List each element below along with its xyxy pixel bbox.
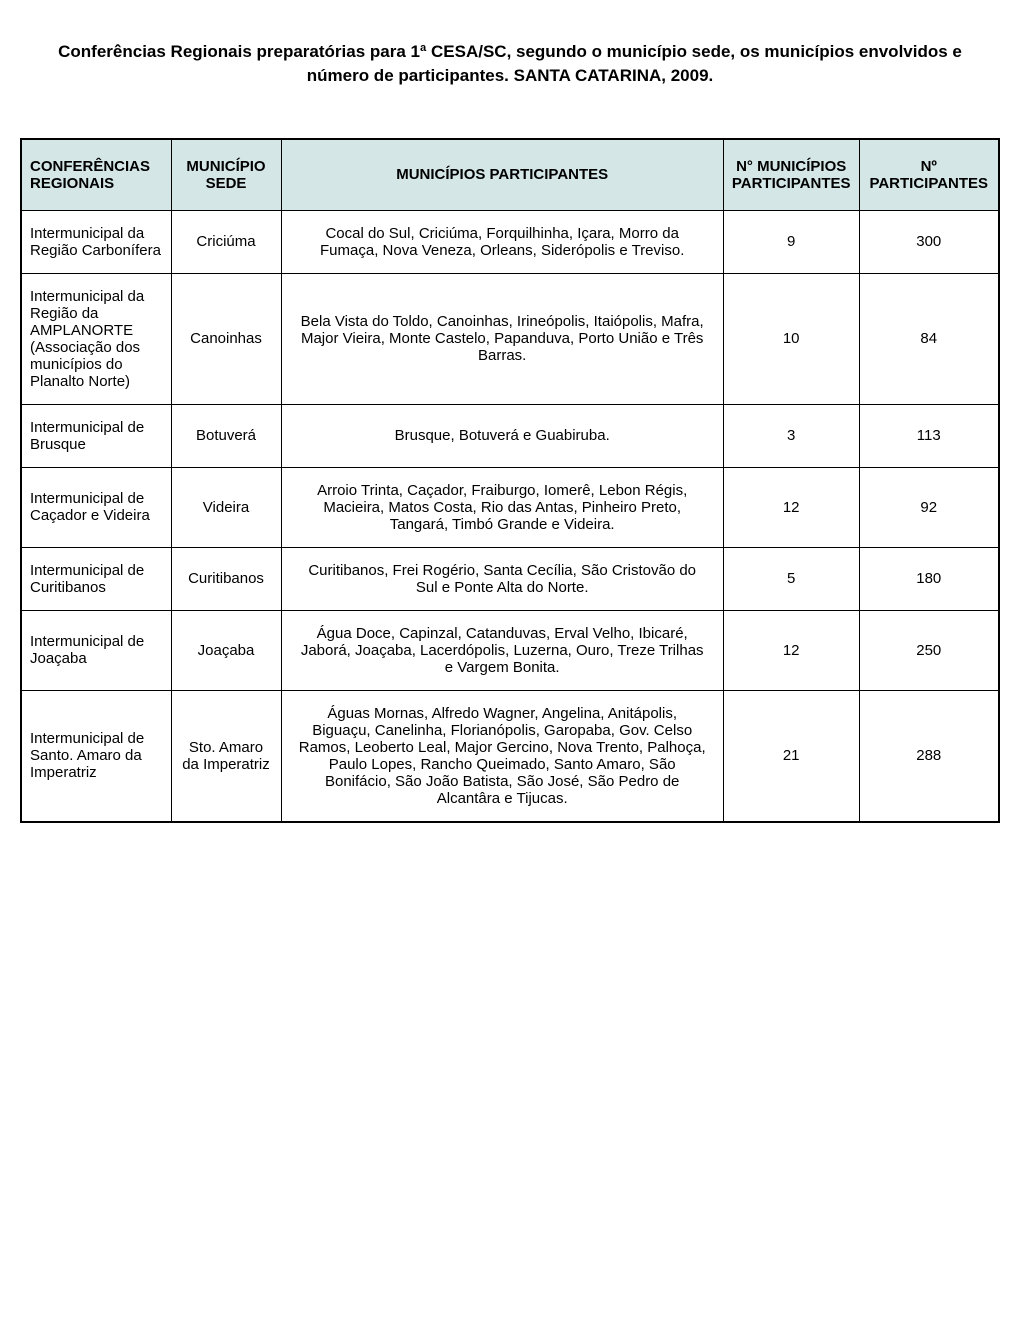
header-n-participantes: Nº PARTICIPANTES: [859, 139, 999, 211]
table-body: Intermunicipal da Região Carbonífera Cri…: [21, 210, 999, 822]
cell-n-municipios: 21: [723, 690, 859, 822]
table-row: Intermunicipal de Brusque Botuverá Brusq…: [21, 404, 999, 467]
cell-n-participantes: 288: [859, 690, 999, 822]
conference-table: CONFERÊNCIAS REGIONAIS MUNICÍPIO SEDE MU…: [20, 138, 1000, 823]
cell-n-municipios: 12: [723, 467, 859, 547]
cell-n-participantes: 300: [859, 210, 999, 273]
cell-municipios: Bela Vista do Toldo, Canoinhas, Irineópo…: [281, 273, 723, 404]
cell-n-participantes: 113: [859, 404, 999, 467]
cell-sede: Joaçaba: [171, 610, 281, 690]
cell-municipios: Curitibanos, Frei Rogério, Santa Cecília…: [281, 547, 723, 610]
cell-municipios: Cocal do Sul, Criciúma, Forquilhinha, Iç…: [281, 210, 723, 273]
cell-conferencia: Intermunicipal de Santo. Amaro da Impera…: [21, 690, 171, 822]
cell-sede: Criciúma: [171, 210, 281, 273]
header-participantes: MUNICÍPIOS PARTICIPANTES: [281, 139, 723, 211]
cell-n-participantes: 250: [859, 610, 999, 690]
cell-conferencia: Intermunicipal de Brusque: [21, 404, 171, 467]
cell-n-participantes: 180: [859, 547, 999, 610]
table-row: Intermunicipal de Joaçaba Joaçaba Água D…: [21, 610, 999, 690]
cell-municipios: Brusque, Botuverá e Guabiruba.: [281, 404, 723, 467]
cell-conferencia: Intermunicipal da Região da AMPLANORTE (…: [21, 273, 171, 404]
cell-n-municipios: 5: [723, 547, 859, 610]
table-row: Intermunicipal da Região da AMPLANORTE (…: [21, 273, 999, 404]
cell-sede: Botuverá: [171, 404, 281, 467]
cell-n-participantes: 92: [859, 467, 999, 547]
cell-n-municipios: 12: [723, 610, 859, 690]
table-row: Intermunicipal de Santo. Amaro da Impera…: [21, 690, 999, 822]
cell-n-participantes: 84: [859, 273, 999, 404]
cell-municipios: Águas Mornas, Alfredo Wagner, Angelina, …: [281, 690, 723, 822]
cell-municipios: Água Doce, Capinzal, Catanduvas, Erval V…: [281, 610, 723, 690]
cell-conferencia: Intermunicipal da Região Carbonífera: [21, 210, 171, 273]
table-row: Intermunicipal da Região Carbonífera Cri…: [21, 210, 999, 273]
cell-sede: Canoinhas: [171, 273, 281, 404]
table-row: Intermunicipal de Caçador e Videira Vide…: [21, 467, 999, 547]
cell-conferencia: Intermunicipal de Joaçaba: [21, 610, 171, 690]
cell-municipios: Arroio Trinta, Caçador, Fraiburgo, Iomer…: [281, 467, 723, 547]
cell-conferencia: Intermunicipal de Curitibanos: [21, 547, 171, 610]
cell-n-municipios: 3: [723, 404, 859, 467]
cell-sede: Videira: [171, 467, 281, 547]
page-title: Conferências Regionais preparatórias par…: [20, 40, 1000, 88]
header-conferencias: CONFERÊNCIAS REGIONAIS: [21, 139, 171, 211]
table-header-row: CONFERÊNCIAS REGIONAIS MUNICÍPIO SEDE MU…: [21, 139, 999, 211]
cell-n-municipios: 10: [723, 273, 859, 404]
cell-conferencia: Intermunicipal de Caçador e Videira: [21, 467, 171, 547]
header-sede: MUNICÍPIO SEDE: [171, 139, 281, 211]
cell-sede: Sto. Amaro da Imperatriz: [171, 690, 281, 822]
cell-n-municipios: 9: [723, 210, 859, 273]
header-n-municipios: N° MUNICÍPIOS PARTICIPANTES: [723, 139, 859, 211]
table-row: Intermunicipal de Curitibanos Curitibano…: [21, 547, 999, 610]
cell-sede: Curitibanos: [171, 547, 281, 610]
